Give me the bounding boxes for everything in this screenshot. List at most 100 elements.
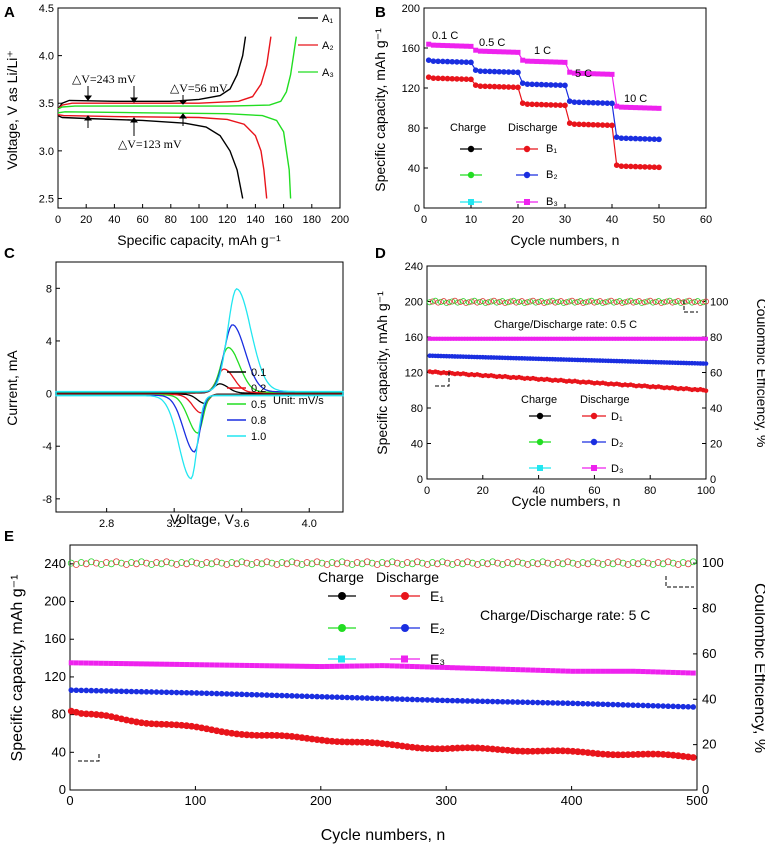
point-b1 bbox=[604, 122, 611, 128]
point-b3 bbox=[586, 71, 591, 77]
point-b2 bbox=[585, 99, 592, 106]
efficiency-point-e bbox=[353, 559, 361, 566]
efficiency-point-e bbox=[153, 559, 160, 566]
y-ticks-a: 2.5 3.0 3.5 4.0 4.5 bbox=[39, 3, 62, 205]
series-lines-c bbox=[55, 287, 344, 480]
x-axis-label-d: Cycle numbers, n bbox=[512, 493, 621, 509]
point-d3 bbox=[628, 336, 633, 341]
point-e3 bbox=[304, 663, 310, 669]
y-tick-label: 120 bbox=[402, 83, 420, 95]
efficiency-point-e bbox=[669, 559, 677, 567]
efficiency-point-e bbox=[444, 559, 451, 567]
point-e1 bbox=[509, 747, 517, 755]
efficiency-point-e bbox=[494, 559, 502, 567]
point-e2 bbox=[590, 701, 596, 707]
point-e3 bbox=[645, 669, 651, 675]
point-e3 bbox=[229, 662, 235, 668]
point-e1 bbox=[654, 750, 662, 758]
point-e3 bbox=[264, 663, 270, 669]
efficiency-point-d bbox=[429, 298, 436, 305]
y2-tick-label: 60 bbox=[710, 368, 722, 380]
point-d3 bbox=[704, 336, 708, 341]
rate-text-d: Charge/Discharge rate: 0.5 C bbox=[494, 319, 637, 331]
x-tick-label: 200 bbox=[310, 793, 332, 808]
efficiency-point-d bbox=[477, 298, 484, 305]
point-b3 bbox=[656, 105, 662, 111]
point-b2 bbox=[618, 135, 625, 141]
point-b2 bbox=[534, 81, 540, 88]
point-e2 bbox=[615, 701, 621, 708]
pointer-right-e bbox=[665, 576, 694, 588]
point-e1 bbox=[92, 711, 100, 718]
point-e2 bbox=[193, 690, 200, 696]
x-tick-label: 10 bbox=[465, 214, 477, 226]
x-tick-label: 20 bbox=[477, 485, 489, 497]
point-e3 bbox=[685, 670, 691, 676]
efficiency-point-e bbox=[243, 559, 251, 567]
pointer-right-d bbox=[683, 300, 698, 313]
point-e1 bbox=[534, 747, 542, 755]
panel-label-a: A bbox=[4, 4, 15, 21]
point-d3 bbox=[480, 336, 485, 341]
point-b2 bbox=[632, 135, 639, 142]
point-e2 bbox=[78, 687, 85, 694]
efficiency-point-d bbox=[689, 299, 696, 306]
point-e1 bbox=[599, 750, 607, 758]
efficiency-point-e bbox=[363, 558, 371, 566]
point-e2 bbox=[640, 702, 646, 709]
x-tick-label: 120 bbox=[218, 214, 236, 226]
y-tick-label: 200 bbox=[402, 3, 420, 15]
efficiency-point-d bbox=[457, 298, 464, 305]
point-d3 bbox=[514, 336, 519, 341]
point-e2 bbox=[434, 697, 441, 704]
point-b1 bbox=[472, 82, 479, 88]
efficiency-point-d bbox=[583, 299, 590, 306]
point-d3 bbox=[550, 336, 555, 341]
point-e1 bbox=[228, 729, 236, 737]
point-e3 bbox=[189, 662, 195, 668]
pointer-left-e bbox=[76, 754, 100, 762]
point-e1 bbox=[168, 721, 175, 729]
point-d3 bbox=[701, 336, 706, 341]
y-tick-label: 0 bbox=[46, 389, 52, 401]
point-d3 bbox=[447, 336, 452, 341]
point-e2 bbox=[334, 694, 340, 701]
efficiency-point-d bbox=[488, 298, 495, 305]
point-e1 bbox=[348, 738, 356, 746]
y-axis-label-a: Voltage, V as Li/Li⁺ bbox=[4, 50, 20, 169]
point-e3 bbox=[289, 663, 295, 669]
axis-pointers-e bbox=[76, 576, 694, 762]
point-e3 bbox=[454, 665, 460, 671]
efficiency-point-e bbox=[218, 559, 226, 567]
point-e3 bbox=[284, 663, 290, 669]
legend-discharge-marker-d3 bbox=[591, 465, 597, 471]
point-e2 bbox=[419, 696, 426, 703]
point-d3 bbox=[511, 336, 516, 341]
point-b1 bbox=[576, 121, 582, 128]
curve-a3-charge bbox=[57, 36, 297, 110]
point-e2 bbox=[304, 693, 310, 700]
point-e3 bbox=[118, 661, 124, 667]
efficiency-point-d bbox=[700, 299, 707, 306]
point-e2 bbox=[128, 688, 135, 695]
y-tick-label: 160 bbox=[402, 43, 420, 55]
point-e1 bbox=[388, 741, 396, 749]
x-tick-label: 500 bbox=[686, 793, 708, 808]
point-e1 bbox=[248, 731, 256, 739]
point-e3 bbox=[164, 661, 170, 667]
point-e1 bbox=[158, 720, 165, 728]
point-b1 bbox=[468, 76, 474, 83]
panel-label-e: E bbox=[4, 528, 14, 545]
point-e2 bbox=[228, 691, 235, 697]
point-e2 bbox=[324, 694, 330, 700]
x-tick-label: 100 bbox=[185, 793, 207, 808]
efficiency-point-e bbox=[203, 559, 211, 566]
efficiency-point-e bbox=[92, 559, 100, 567]
point-e3 bbox=[600, 668, 606, 674]
point-e3 bbox=[73, 660, 79, 666]
point-b2 bbox=[642, 136, 648, 142]
point-d3 bbox=[464, 336, 469, 341]
point-b2 bbox=[477, 68, 484, 74]
point-e2 bbox=[489, 698, 496, 705]
point-e1 bbox=[253, 731, 261, 739]
